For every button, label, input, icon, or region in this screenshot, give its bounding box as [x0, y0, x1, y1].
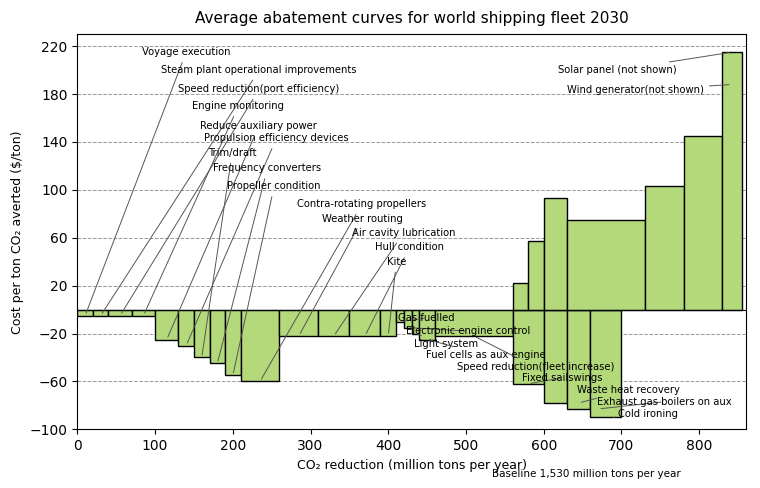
- Text: Hull condition: Hull condition: [366, 243, 444, 333]
- Text: Voyage execution: Voyage execution: [86, 47, 230, 313]
- Bar: [155, 309, 179, 340]
- Bar: [194, 309, 210, 358]
- Text: Trim/draft: Trim/draft: [202, 148, 256, 355]
- Text: Solar panel (not shown): Solar panel (not shown): [558, 53, 729, 75]
- Text: Frequency converters: Frequency converters: [214, 163, 321, 361]
- Bar: [381, 309, 396, 336]
- Text: Propeller condition: Propeller condition: [227, 181, 321, 373]
- Bar: [567, 220, 644, 309]
- Text: Light system: Light system: [414, 334, 478, 349]
- Bar: [241, 309, 280, 382]
- Text: Engine monitoring: Engine monitoring: [144, 101, 284, 313]
- Bar: [412, 309, 420, 333]
- Bar: [512, 283, 528, 309]
- Bar: [404, 309, 412, 327]
- Bar: [179, 309, 194, 346]
- Bar: [723, 52, 742, 309]
- Y-axis label: Cost per ton CO₂ averted ($/ton): Cost per ton CO₂ averted ($/ton): [11, 130, 24, 333]
- Text: Speed reduction(fleet increase): Speed reduction(fleet increase): [457, 337, 614, 372]
- Bar: [109, 309, 131, 316]
- Bar: [567, 309, 591, 409]
- Text: Contra-rotating propellers: Contra-rotating propellers: [261, 199, 426, 379]
- Bar: [350, 309, 381, 336]
- Bar: [528, 242, 543, 309]
- Bar: [280, 309, 318, 336]
- Bar: [131, 309, 155, 316]
- Bar: [543, 198, 567, 309]
- Text: Electronic engine control: Electronic engine control: [406, 326, 530, 336]
- Bar: [318, 309, 350, 336]
- Text: Cold ironing: Cold ironing: [613, 409, 677, 419]
- Text: Fuel cells as aux engine: Fuel cells as aux engine: [426, 340, 546, 360]
- Text: Air cavity lubrication: Air cavity lubrication: [335, 228, 455, 334]
- Text: Baseline 1,530 million tons per year: Baseline 1,530 million tons per year: [492, 469, 680, 479]
- Bar: [435, 309, 512, 336]
- Bar: [78, 309, 93, 316]
- Bar: [591, 309, 622, 417]
- Text: Weather routing: Weather routing: [300, 214, 403, 333]
- Title: Average abatement curves for world shipping fleet 2030: Average abatement curves for world shipp…: [195, 11, 629, 26]
- Text: Steam plant operational improvements: Steam plant operational improvements: [102, 65, 357, 313]
- Text: Fixed sailswings: Fixed sailswings: [522, 373, 603, 384]
- Bar: [93, 309, 109, 316]
- Bar: [543, 309, 567, 403]
- Bar: [210, 309, 225, 364]
- Bar: [644, 186, 683, 309]
- Bar: [683, 136, 723, 309]
- X-axis label: CO₂ reduction (million tons per year): CO₂ reduction (million tons per year): [296, 459, 527, 471]
- Text: Kite: Kite: [387, 257, 406, 333]
- Text: Speed reduction(port efficiency): Speed reduction(port efficiency): [122, 84, 340, 313]
- Bar: [225, 309, 241, 375]
- Text: Wind generator(not shown): Wind generator(not shown): [567, 85, 729, 96]
- Text: Reduce auxiliary power: Reduce auxiliary power: [168, 122, 317, 337]
- Bar: [396, 309, 404, 322]
- Text: Propulsion efficiency devices: Propulsion efficiency devices: [187, 133, 349, 343]
- Bar: [420, 309, 435, 340]
- Text: Waste heat recovery: Waste heat recovery: [577, 385, 680, 402]
- Bar: [512, 309, 543, 384]
- Text: Gas fuelled: Gas fuelled: [398, 313, 455, 323]
- Text: Exhaust gas boilers on aux: Exhaust gas boilers on aux: [597, 397, 731, 408]
